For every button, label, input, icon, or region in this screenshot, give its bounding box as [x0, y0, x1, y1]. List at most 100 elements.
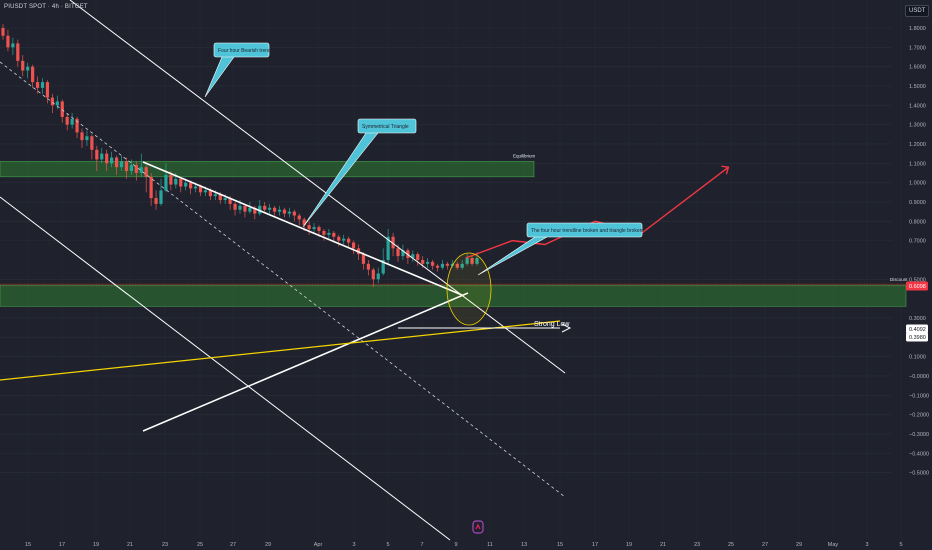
triangle-callout-box	[357, 118, 417, 134]
candle-body	[272, 207, 277, 212]
y-tick-label: 0.8000	[909, 219, 926, 225]
candle-body	[70, 118, 74, 125]
candle-body	[110, 157, 114, 164]
y-tick-label: −0.0000	[909, 374, 929, 380]
candle-body	[100, 153, 104, 160]
candle-body	[386, 236, 390, 260]
candle-body	[139, 167, 143, 173]
triangle-upper-line	[142, 161, 463, 296]
price-zones: Equilibrium Discount	[0, 153, 908, 307]
candle-body	[16, 43, 20, 61]
projection-arrow	[721, 165, 730, 175]
candle-body	[90, 136, 94, 150]
candle-body	[184, 182, 188, 187]
x-tick-label: 3	[352, 542, 355, 548]
y-tick-label: 1.4000	[909, 103, 926, 109]
x-tick-label: 15	[25, 542, 31, 548]
candle-body	[371, 269, 375, 280]
breakout-callout-text: The four hour trendline broken and trian…	[531, 228, 644, 234]
discount-label: Discount	[890, 277, 908, 282]
breakout-callout: The four hour trendline broken and trian…	[477, 222, 644, 276]
candle-body	[75, 118, 79, 133]
candle-body	[366, 263, 370, 270]
candle-body	[218, 194, 222, 201]
y-tick-label: −0.3000	[909, 432, 929, 438]
time-axis[interactable]: 15 17 19 21 23 25 27 29 Apr 3 5 7 9 11 13 15 17 19 21 23 25 2…	[25, 542, 903, 548]
x-tick-label: 17	[592, 542, 598, 548]
candle-body	[134, 165, 138, 173]
candle-body	[144, 167, 148, 177]
candle-body	[193, 186, 198, 189]
x-tick-label: 27	[762, 542, 768, 548]
currency-badge[interactable]: USDT	[905, 5, 930, 17]
candle-body	[460, 263, 464, 268]
candle-body	[35, 82, 40, 88]
y-tick-label: 0.7000	[909, 239, 926, 245]
x-tick-label: 23	[162, 542, 168, 548]
candle-body	[154, 198, 158, 204]
candle-body	[327, 232, 331, 235]
discount-zone	[0, 284, 907, 307]
breakout-callout-box	[526, 222, 643, 238]
bearish-channel-lower	[0, 196, 451, 541]
candle-body	[470, 258, 474, 264]
y-tick-label: −0.5000	[909, 471, 929, 477]
candle-body	[302, 219, 306, 226]
candle-body	[149, 176, 153, 199]
y-tick-label: 0.5000	[909, 277, 926, 283]
equilibrium-label: Equilibrium	[513, 153, 536, 158]
candle-body	[248, 207, 252, 212]
candle-body	[445, 263, 449, 266]
candle-body	[11, 43, 15, 48]
candle-series	[1, 24, 479, 288]
candle-body	[411, 254, 415, 259]
candle-body	[317, 227, 321, 231]
candle-body	[1, 28, 5, 36]
symbol-title[interactable]: PIUSDT SPOT · 4h · BITGET	[4, 4, 88, 10]
candle-body	[174, 178, 178, 185]
x-tick-label: 15	[557, 542, 563, 548]
y-tick-label: 1.6000	[909, 65, 926, 71]
candle-body	[189, 182, 193, 189]
y-tick-label: 1.1000	[909, 161, 926, 167]
candle-body	[322, 230, 326, 235]
candle-body	[243, 205, 247, 212]
candle-body	[351, 242, 356, 249]
candle-body	[213, 194, 217, 197]
candle-body	[223, 198, 227, 201]
candle-body	[287, 211, 291, 214]
x-tick-label: 19	[93, 542, 99, 548]
x-tick-label: 23	[694, 542, 700, 548]
strong-low-arrow	[561, 323, 572, 333]
breakout-circle	[446, 252, 492, 326]
bearish-channel-upper	[69, 0, 566, 374]
candle-body	[80, 132, 84, 141]
candle-body	[426, 261, 430, 264]
candle-body	[198, 186, 203, 193]
long-support-line	[0, 320, 561, 381]
candle-body	[376, 273, 380, 280]
price-label-box	[906, 324, 928, 334]
candle-body	[258, 205, 262, 214]
candle-body	[401, 250, 405, 257]
candle-body	[347, 238, 351, 243]
tradingview-logo-icon	[472, 520, 484, 534]
price-label: 0.4092	[909, 327, 926, 333]
chart-grid	[0, 27, 892, 473]
candle-body	[129, 165, 133, 172]
candle-body	[391, 236, 395, 249]
candle-body	[475, 258, 479, 264]
bearish-trend-callout-box	[213, 42, 270, 58]
candle-body	[455, 263, 459, 268]
candle-body	[263, 205, 267, 210]
annotation-layer: Four hour Bearish trend Symmetrical Trian…	[204, 42, 644, 328]
x-tick-label: 9	[454, 542, 457, 548]
bearish-trend-callout-text: Four hour Bearish trend	[218, 48, 271, 54]
candle-body	[55, 101, 59, 106]
y-tick-label: 1.2000	[909, 142, 926, 148]
triangle-callout-pointer	[302, 132, 379, 228]
x-tick-label: 29	[265, 542, 271, 548]
price-axis[interactable]: 1.8000 1.7000 1.6000 1.5000 1.4000 1.3000 1.20…	[906, 26, 929, 477]
price-label: 0.3980	[909, 335, 926, 341]
